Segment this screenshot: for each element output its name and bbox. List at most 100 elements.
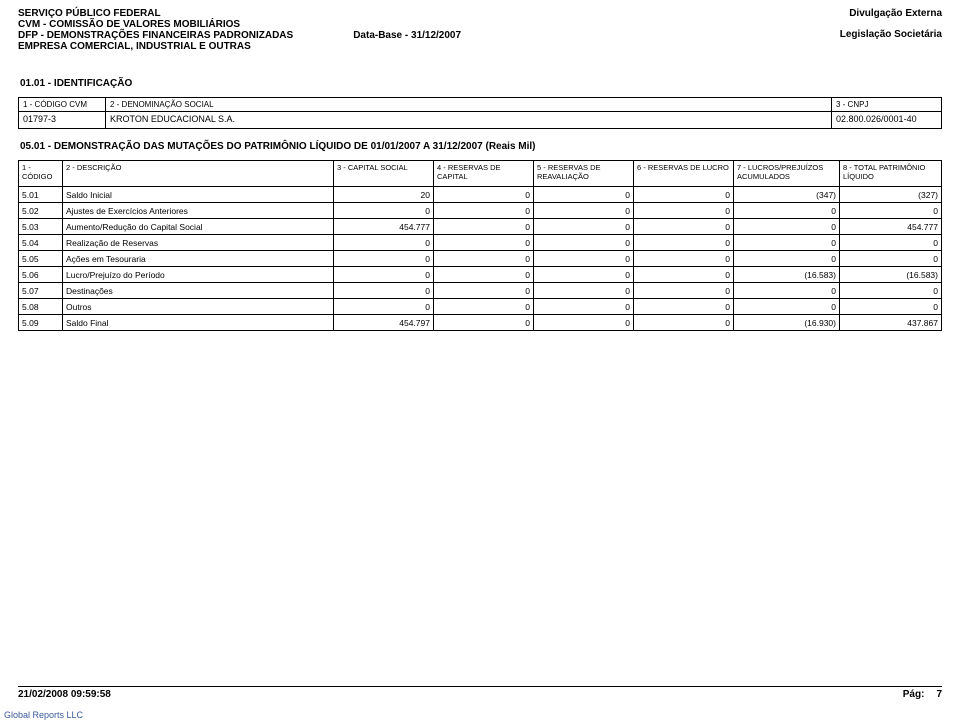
cell-value: 0 (434, 283, 534, 299)
section-id-title: 01.01 - IDENTIFICAÇÃO (20, 78, 942, 89)
cell-value: 0 (840, 299, 942, 315)
cell-code: 5.02 (19, 203, 63, 219)
table-header: 1 - CÓDIGO (19, 161, 63, 187)
cell-code: 5.01 (19, 187, 63, 203)
cell-value: 0 (840, 283, 942, 299)
cell-value: 0 (634, 203, 734, 219)
cell-value: 0 (840, 235, 942, 251)
cell-code: 5.09 (19, 315, 63, 331)
id-col1-value: 01797-3 (19, 112, 105, 128)
table-header: 5 - RESERVAS DE REAVALIAÇÃO (534, 161, 634, 187)
id-col3-label: 3 - CNPJ (832, 98, 941, 112)
mutations-table: 1 - CÓDIGO2 - DESCRIÇÃO3 - CAPITAL SOCIA… (18, 160, 942, 331)
cell-value: 20 (334, 187, 434, 203)
table-row: 5.08Outros000000 (19, 299, 942, 315)
cell-code: 5.06 (19, 267, 63, 283)
cell-desc: Lucro/Prejuízo do Período (63, 267, 334, 283)
header-line4: EMPRESA COMERCIAL, INDUSTRIAL E OUTRAS (18, 41, 461, 52)
cell-value: 0 (334, 235, 434, 251)
cell-desc: Saldo Inicial (63, 187, 334, 203)
cell-value: 0 (334, 283, 434, 299)
cell-value: 0 (534, 315, 634, 331)
cell-desc: Ações em Tesouraria (63, 251, 334, 267)
cell-value: 0 (534, 219, 634, 235)
cell-desc: Saldo Final (63, 315, 334, 331)
table-row: 5.02Ajustes de Exercícios Anteriores0000… (19, 203, 942, 219)
cell-desc: Ajustes de Exercícios Anteriores (63, 203, 334, 219)
cell-desc: Destinações (63, 283, 334, 299)
cell-value: 0 (534, 203, 634, 219)
table-header: 6 - RESERVAS DE LUCRO (634, 161, 734, 187)
header-right1: Divulgação Externa (840, 8, 942, 19)
cell-value: (347) (734, 187, 840, 203)
cell-value: 454.777 (334, 219, 434, 235)
cell-value: 0 (840, 251, 942, 267)
cell-value: (16.583) (734, 267, 840, 283)
cell-value: 0 (434, 299, 534, 315)
footer-page-num: 7 (936, 689, 942, 700)
cell-code: 5.07 (19, 283, 63, 299)
cell-code: 5.05 (19, 251, 63, 267)
header-right2: Legislação Societária (840, 29, 942, 40)
header-database: Data-Base - 31/12/2007 (353, 30, 461, 41)
cell-code: 5.03 (19, 219, 63, 235)
cell-value: 0 (734, 283, 840, 299)
identification-box: 1 - CÓDIGO CVM 01797-3 2 - DENOMINAÇÃO S… (18, 97, 942, 129)
cell-value: 0 (534, 251, 634, 267)
table-header: 3 - CAPITAL SOCIAL (334, 161, 434, 187)
cell-value: 0 (334, 299, 434, 315)
cell-desc: Aumento/Redução do Capital Social (63, 219, 334, 235)
cell-value: 0 (634, 283, 734, 299)
cell-value: 0 (634, 187, 734, 203)
header-line1: SERVIÇO PÚBLICO FEDERAL (18, 8, 461, 19)
table-row: 5.09Saldo Final454.797000(16.930)437.867 (19, 315, 942, 331)
cell-value: (16.930) (734, 315, 840, 331)
table-header: 8 - TOTAL PATRIMÔNIO LÍQUIDO (840, 161, 942, 187)
cell-value: 0 (534, 283, 634, 299)
cell-value: 0 (734, 235, 840, 251)
table-row: 5.07Destinações000000 (19, 283, 942, 299)
cell-desc: Outros (63, 299, 334, 315)
cell-value: 0 (840, 203, 942, 219)
cell-value: 0 (434, 251, 534, 267)
table-row: 5.05Ações em Tesouraria000000 (19, 251, 942, 267)
cell-value: 0 (634, 267, 734, 283)
cell-value: 0 (534, 235, 634, 251)
cell-value: 0 (434, 187, 534, 203)
cell-value: 0 (434, 219, 534, 235)
cell-value: 0 (334, 203, 434, 219)
cell-value: 0 (534, 299, 634, 315)
table-row: 5.03Aumento/Redução do Capital Social454… (19, 219, 942, 235)
cell-value: 0 (734, 299, 840, 315)
header-line3: DFP - DEMONSTRAÇÕES FINANCEIRAS PADRONIZ… (18, 30, 293, 41)
page-footer: 21/02/2008 09:59:58 Pág: 7 (18, 686, 942, 700)
cell-value: 0 (634, 299, 734, 315)
cell-value: 0 (434, 203, 534, 219)
cell-value: 454.777 (840, 219, 942, 235)
id-col2-value: KROTON EDUCACIONAL S.A. (106, 112, 831, 128)
footer-page-label: Pág: (903, 689, 925, 700)
cell-value: 0 (434, 267, 534, 283)
table-header: 7 - LUCROS/PREJUÍZOS ACUMULADOS (734, 161, 840, 187)
cell-value: 0 (334, 251, 434, 267)
table-row: 5.01Saldo Inicial20000(347)(327) (19, 187, 942, 203)
cell-value: 0 (634, 235, 734, 251)
cell-value: (327) (840, 187, 942, 203)
cell-value: 0 (534, 187, 634, 203)
cell-value: (16.583) (840, 267, 942, 283)
cell-value: 0 (734, 251, 840, 267)
table-row: 5.04Realização de Reservas000000 (19, 235, 942, 251)
global-reports-line: Global Reports LLC (4, 710, 83, 720)
id-col2-label: 2 - DENOMINAÇÃO SOCIAL (106, 98, 831, 112)
footer-timestamp: 21/02/2008 09:59:58 (18, 689, 111, 700)
id-col3-value: 02.800.026/0001-40 (832, 112, 941, 128)
cell-value: 454.797 (334, 315, 434, 331)
table-row: 5.06Lucro/Prejuízo do Período0000(16.583… (19, 267, 942, 283)
cell-value: 0 (434, 235, 534, 251)
cell-desc: Realização de Reservas (63, 235, 334, 251)
cell-value: 0 (334, 267, 434, 283)
cell-value: 0 (434, 315, 534, 331)
cell-code: 5.04 (19, 235, 63, 251)
table-header: 2 - DESCRIÇÃO (63, 161, 334, 187)
cell-value: 0 (534, 267, 634, 283)
